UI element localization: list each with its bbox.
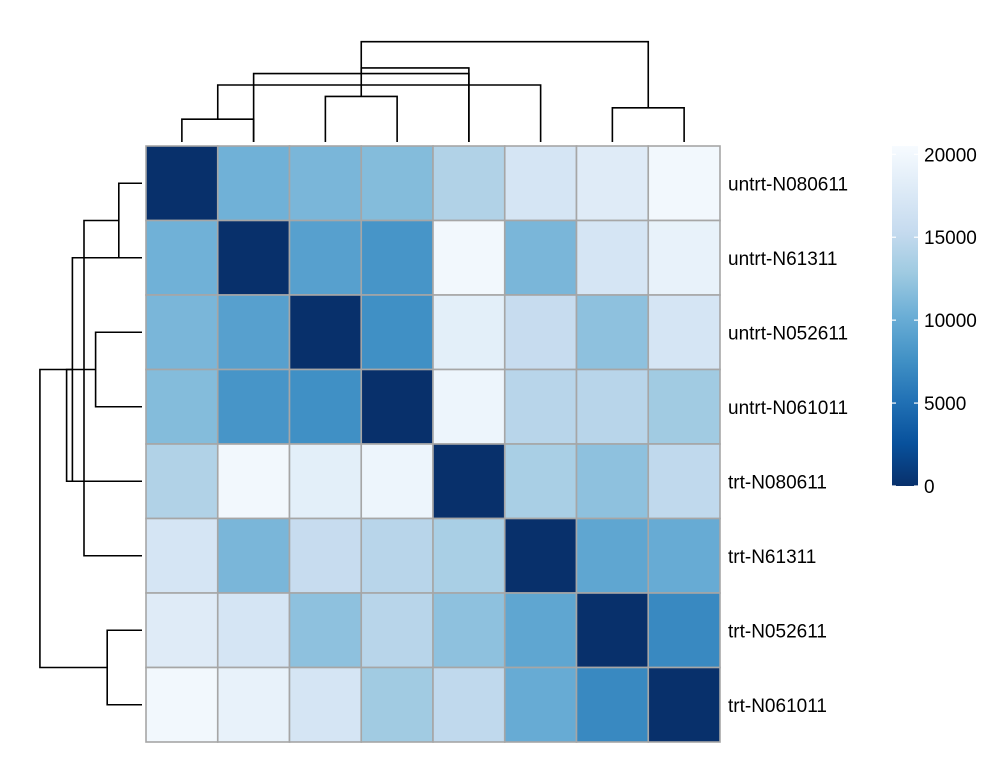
- dendrogram-branch: [611, 107, 685, 142]
- heatmap-cell: [145, 666, 219, 743]
- dendrogram-branch: [360, 40, 650, 108]
- colorbar-tick-label: 0: [924, 477, 935, 498]
- dendrogram-branch: [324, 95, 398, 142]
- heatmap-cell: [575, 666, 650, 743]
- heatmap-cell: [288, 219, 363, 296]
- heatmap-cell: [360, 145, 434, 222]
- row-labels: untrt-N080611 untrt-N61311 untrt-N052611 un…: [728, 174, 848, 717]
- row-dendrogram: [39, 182, 142, 706]
- dendrogram-branch: [118, 182, 142, 259]
- heatmap-cell: [432, 145, 506, 222]
- heatmap-grid: [145, 145, 721, 743]
- heatmap-cell: [360, 443, 434, 520]
- heatmap-cell: [145, 145, 219, 222]
- heatmap-cell: [360, 517, 434, 594]
- heatmap-cell: [575, 443, 650, 520]
- heatmap-cell: [575, 368, 650, 445]
- heatmap-cell: [216, 443, 291, 520]
- dendrogram-branch: [65, 368, 142, 483]
- heatmap-cell: [432, 666, 506, 743]
- dendrogram-branch: [94, 331, 142, 408]
- row-label: trt-N052611: [728, 621, 827, 642]
- heatmap-cell: [288, 443, 363, 520]
- heatmap-cell: [145, 443, 219, 520]
- heatmap-cell: [360, 219, 434, 296]
- row-label: untrt-N052611: [728, 323, 848, 344]
- dendrogram-branch: [216, 84, 542, 142]
- heatmap-cell: [216, 592, 291, 669]
- heatmap-cell: [647, 145, 721, 222]
- heatmap-cell: [432, 294, 506, 371]
- heatmap-cell: [288, 517, 363, 594]
- row-label: untrt-N080611: [728, 174, 848, 195]
- row-label: trt-N061011: [728, 696, 827, 717]
- heatmap-cell: [503, 666, 578, 743]
- heatmap-cell: [145, 219, 219, 296]
- heatmap-cell: [503, 368, 578, 445]
- dendrogram-branch: [360, 67, 470, 142]
- heatmap-cell: [216, 219, 291, 296]
- heatmap-cell: [647, 368, 721, 445]
- heatmap-cell: [647, 666, 721, 743]
- heatmap-cell: [216, 368, 291, 445]
- colorbar-gradient: [892, 146, 918, 486]
- heatmap-cell: [432, 368, 506, 445]
- heatmap-cell: [432, 592, 506, 669]
- heatmap-cell: [575, 294, 650, 371]
- heatmap-cell: [575, 592, 650, 669]
- colorbar-tick-label: 10000: [924, 311, 977, 332]
- heatmap-cell: [503, 443, 578, 520]
- heatmap-cell: [216, 517, 291, 594]
- heatmap-cell: [288, 592, 363, 669]
- heatmap-cell: [216, 666, 291, 743]
- heatmap-cell: [647, 517, 721, 594]
- heatmap-cell: [575, 219, 650, 296]
- heatmap-cell: [145, 368, 219, 445]
- heatmap-cell: [432, 219, 506, 296]
- heatmap-cell: [575, 145, 650, 222]
- heatmap-cell: [288, 294, 363, 371]
- dendrogram-branch: [39, 368, 108, 669]
- heatmap-cell: [145, 592, 219, 669]
- heatmap-cell: [288, 666, 363, 743]
- heatmap-cell: [647, 219, 721, 296]
- heatmap-cell: [432, 517, 506, 594]
- heatmap-cell: [503, 219, 578, 296]
- heatmap-cell: [360, 368, 434, 445]
- heatmap-cell: [360, 666, 434, 743]
- heatmap-cell: [216, 145, 291, 222]
- dendrogram-branch: [181, 118, 255, 142]
- heatmap-cell: [216, 294, 291, 371]
- dendrogram-branch: [83, 219, 142, 557]
- colorbar-tick-label: 5000: [924, 394, 966, 415]
- heatmap-cell: [360, 592, 434, 669]
- row-label: untrt-N061011: [728, 398, 848, 419]
- colorbar-tick-label: 20000: [924, 145, 977, 166]
- heatmap-cell: [360, 294, 434, 371]
- colorbar-tick-label: 15000: [924, 228, 977, 249]
- row-label: untrt-N61311: [728, 249, 838, 270]
- heatmap-cell: [288, 145, 363, 222]
- heatmap-cell: [145, 517, 219, 594]
- heatmap-cell: [647, 294, 721, 371]
- heatmap-cell: [503, 145, 578, 222]
- column-dendrogram: [181, 40, 685, 142]
- dendrogram-branch: [106, 629, 142, 706]
- heatmap-cell: [145, 294, 219, 371]
- row-label: trt-N080611: [728, 472, 827, 493]
- heatmap-cell: [288, 368, 363, 445]
- colorbar: 0 5000 10000 15000 20000: [892, 145, 977, 498]
- heatmap-cell: [432, 443, 506, 520]
- heatmap-cell: [575, 517, 650, 594]
- heatmap-cell: [647, 443, 721, 520]
- heatmap-cell: [503, 592, 578, 669]
- heatmap-cell: [647, 592, 721, 669]
- row-label: trt-N61311: [728, 547, 816, 568]
- heatmap-cell: [503, 294, 578, 371]
- heatmap-cell: [503, 517, 578, 594]
